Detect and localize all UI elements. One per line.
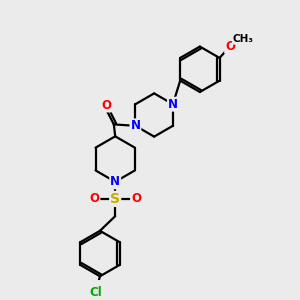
Text: N: N bbox=[168, 98, 178, 111]
Text: CH₃: CH₃ bbox=[233, 34, 254, 44]
Text: S: S bbox=[110, 192, 120, 206]
Text: O: O bbox=[89, 193, 99, 206]
Text: N: N bbox=[130, 119, 140, 132]
Text: O: O bbox=[101, 98, 111, 112]
Text: O: O bbox=[131, 193, 141, 206]
Text: Cl: Cl bbox=[89, 286, 102, 299]
Text: O: O bbox=[225, 40, 235, 53]
Text: N: N bbox=[110, 175, 120, 188]
